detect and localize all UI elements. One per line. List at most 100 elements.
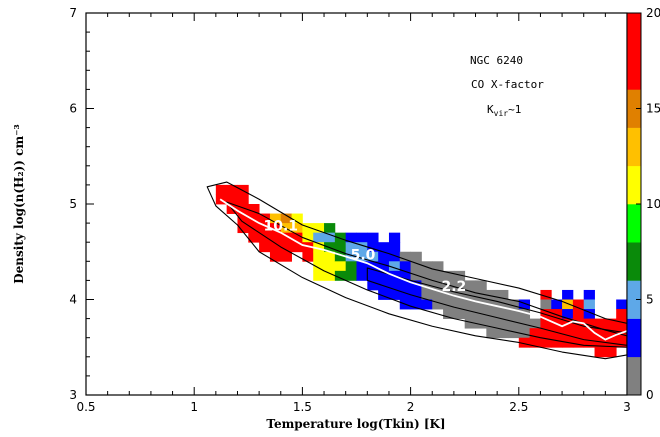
colorbar-tick-label-3: 15: [646, 102, 660, 116]
heatmap-cell-42: [324, 223, 336, 234]
heatmap-cell-178: [605, 318, 617, 329]
heatmap-cell-14: [259, 213, 271, 224]
heatmap-cell-28: [291, 213, 303, 224]
heatmap-cell-173: [583, 337, 595, 348]
heatmap-cell-130: [497, 299, 509, 310]
heatmap-cell-119: [475, 280, 487, 291]
heatmap-cell-172: [583, 328, 595, 339]
heatmap-cell-22: [269, 251, 282, 262]
contour-label-2: 2.2: [441, 279, 466, 295]
heatmap-cell-62: [356, 270, 368, 281]
heatmap-cell-135: [507, 309, 520, 319]
heatmap-cell-92: [410, 289, 422, 300]
heatmap-cell-148: [540, 309, 552, 319]
heatmap-cell-49: [334, 242, 347, 253]
heatmap-cell-120: [475, 289, 487, 300]
heatmap-cell-17: [259, 242, 271, 253]
heatmap-cell-76: [388, 242, 401, 253]
heatmap-cell-82: [399, 251, 411, 262]
heatmap-cell-143: [529, 318, 541, 329]
median-line: [219, 198, 627, 341]
x-axis-ticks: 0.5 1 1.5 2 2.5 3: [76, 13, 631, 414]
contour-labels: 10.1 5.0 2.2: [263, 219, 466, 295]
contour-0: [206, 181, 627, 360]
y-tick-label-3: 6: [69, 102, 77, 116]
heatmap-cell-7: [237, 204, 249, 214]
heatmap-cell-54: [345, 242, 357, 253]
heatmap-cell-138: [518, 299, 531, 310]
heatmap-cell-104: [443, 270, 455, 281]
heatmap-cell-9: [237, 223, 249, 234]
heatmap-cell-89: [410, 261, 422, 272]
contour-label-0: 10.1: [263, 219, 298, 235]
heatmap-cell-2: [226, 184, 238, 195]
annotation-galaxy: NGC 6240: [470, 54, 523, 67]
heatmap-cell-142: [518, 337, 531, 348]
heatmap-cell-113: [453, 309, 466, 319]
heatmap-cell-86: [399, 289, 411, 300]
heatmap-cell-13: [248, 232, 260, 243]
heatmap-cell-67: [367, 270, 379, 281]
annotation-kvir: Kvir~1: [487, 103, 521, 118]
heatmap-cell-91: [410, 280, 422, 291]
heatmap-cell-108: [443, 309, 455, 319]
x-tick-label-0: 0.5: [76, 400, 95, 414]
heatmap-cell-39: [313, 251, 325, 262]
x-tick-label-4: 2.5: [509, 400, 528, 414]
heatmap-cell-177: [594, 347, 606, 358]
colorbar-segment-5: [627, 165, 641, 205]
heatmap-cell-63: [367, 232, 379, 243]
heatmap-cell-169: [583, 299, 595, 310]
heatmap-cell-165: [572, 318, 585, 329]
x-tick-label-3: 2: [407, 400, 415, 414]
colorbar-segment-9: [627, 13, 641, 52]
heatmap-cell-186: [616, 337, 627, 348]
heatmap-cell-3: [226, 194, 238, 205]
heatmap-cell-45: [324, 251, 336, 262]
heatmap-cell-74: [378, 289, 390, 300]
heatmap-cell-47: [324, 270, 336, 281]
heatmap-cell-118: [464, 318, 476, 329]
heatmap-cell-52: [334, 270, 347, 281]
heatmap-cell-182: [616, 299, 627, 310]
annotation-quantity: CO X-factor: [471, 78, 544, 91]
colorbar-segment-2: [627, 280, 641, 319]
heatmap-cell-19: [269, 223, 282, 234]
y-tick-label-4: 7: [69, 6, 77, 20]
heatmap-cell-133: [497, 328, 509, 339]
heatmap-cell-102: [432, 289, 444, 300]
y-axis-ticks: 3 4 5 6 7: [69, 6, 94, 402]
heatmap-cell-38: [313, 242, 325, 253]
heatmap-cell-163: [572, 299, 585, 310]
heatmap-cell-184: [616, 318, 627, 329]
heatmap-cell-68: [367, 280, 379, 291]
heatmap-cell-132: [497, 318, 509, 329]
heatmap-cell-168: [583, 289, 595, 300]
heatmap-cell-75: [388, 232, 401, 243]
heatmap-cell-110: [453, 280, 466, 291]
heatmap-cell-88: [410, 251, 422, 262]
heatmap-cell-100: [432, 270, 444, 281]
heatmap-cell-46: [324, 261, 336, 272]
heatmap-cell-30: [291, 232, 303, 243]
heatmap-cell-136: [507, 318, 520, 329]
heatmap-cell-90: [410, 270, 422, 281]
heatmap-cell-134: [507, 299, 520, 310]
heatmap-cell-10: [248, 204, 260, 214]
heatmap-cell-77: [388, 251, 401, 262]
heatmap-cell-183: [616, 309, 627, 319]
heatmap-cell-151: [540, 337, 552, 348]
heatmap-cell-58: [356, 232, 368, 243]
colorbar-tick-label-0: 0: [646, 388, 654, 402]
heatmap-cell-159: [562, 309, 574, 319]
heatmap-cell-18: [269, 213, 282, 224]
heatmap-cell-146: [540, 289, 552, 300]
heatmap-cell-85: [399, 280, 411, 291]
colorbar-segment-4: [627, 204, 641, 243]
heatmap-cell-59: [356, 242, 368, 253]
heatmap-cell-84: [399, 270, 411, 281]
heatmap-cell-174: [594, 318, 606, 329]
heatmap-cell-60: [356, 251, 368, 262]
heatmap-cell-137: [507, 328, 520, 339]
heatmap-cell-127: [486, 318, 498, 329]
